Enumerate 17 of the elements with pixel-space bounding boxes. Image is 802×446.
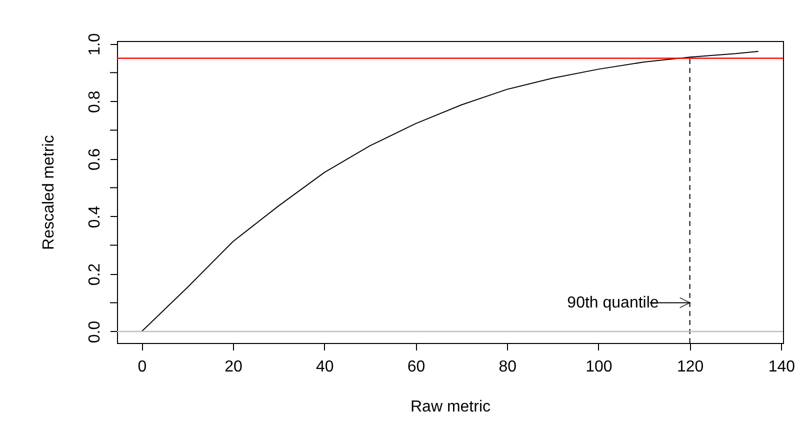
x-tick-label: 80 [498, 358, 517, 376]
y-axis-title: Rescaled metric [40, 135, 58, 250]
x-tick-label: 140 [768, 358, 796, 376]
x-tick-label: 20 [224, 358, 243, 376]
y-tick-label: 0.6 [86, 148, 104, 171]
x-tick-label: 60 [407, 358, 426, 376]
x-tick-label: 100 [586, 358, 612, 376]
x-tick-label: 120 [676, 358, 704, 376]
y-tick-label: 1.0 [86, 33, 104, 56]
y-tick-label: 0.4 [86, 206, 104, 228]
x-tick-label: 40 [316, 358, 334, 376]
y-tick-label: 0.2 [86, 263, 104, 286]
x-tick-label: 0 [138, 358, 147, 376]
y-tick-label: 0.0 [86, 320, 104, 344]
x-axis-title: Raw metric [410, 398, 491, 416]
y-tick-label: 0.8 [86, 90, 104, 114]
annotation: 90th quantile [567, 294, 659, 312]
